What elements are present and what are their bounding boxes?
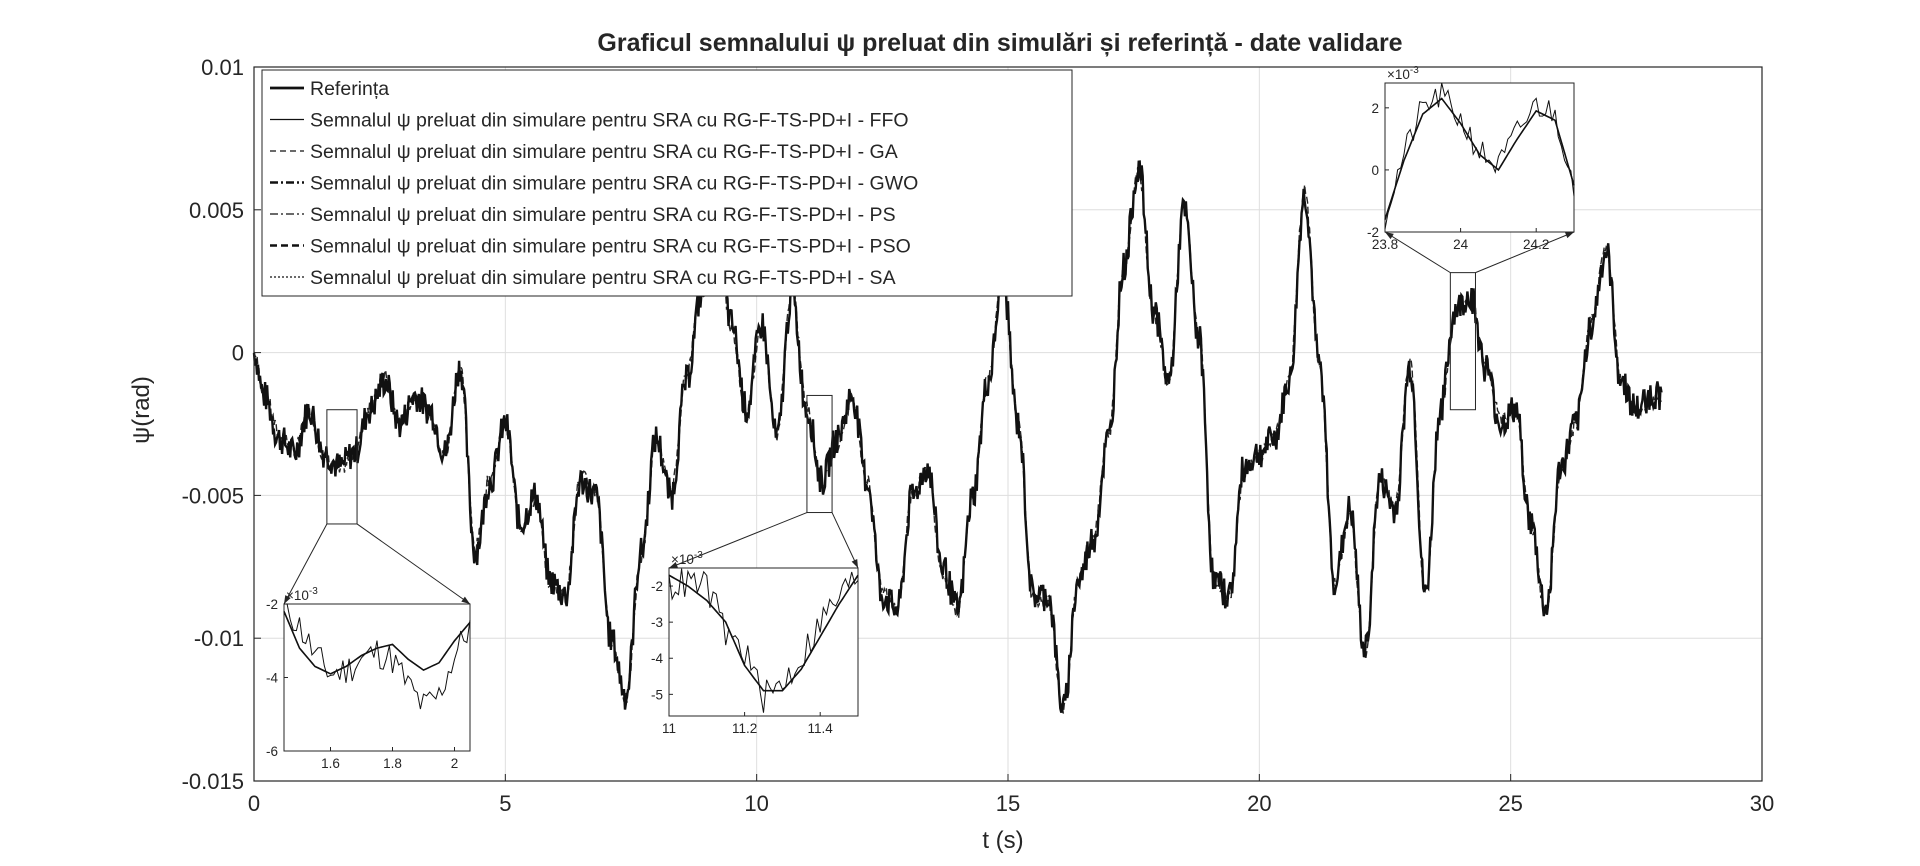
x-tick-label: 30 (1750, 791, 1774, 816)
inset-x-tick-label: 1.8 (383, 756, 402, 771)
inset-y-tick-label: -2 (651, 579, 663, 594)
inset-reference-line (1384, 82, 1575, 230)
simulated-signal-lines (253, 167, 1662, 714)
inset-y-tick-label: -2 (266, 597, 278, 612)
inset-y-tick-label: 0 (1371, 163, 1379, 178)
inset-x-tick-label: 24 (1453, 237, 1469, 252)
reference-signal-line (252, 160, 1663, 713)
legend: Referința Semnalul ψ preluat din simulare… (261, 69, 1073, 297)
zoom-source-rect (326, 409, 358, 525)
inset-y-tick-label: -4 (651, 651, 663, 666)
legend-entry: Semnalul ψ preluat din simulare pentru S… (310, 141, 898, 163)
zoom-arrow-head (284, 595, 291, 604)
inset-x-tick-label: 11.4 (808, 721, 834, 736)
inset-reference-line (668, 568, 859, 713)
legend-entry: Semnalul ψ preluat din simulare pentru S… (310, 267, 896, 289)
x-tick-label: 15 (996, 791, 1020, 816)
legend-box (261, 69, 1073, 297)
zoom-arrow-head (1565, 232, 1574, 239)
chart-title: Graficul semnalului ψ preluat din simulă… (597, 29, 1402, 57)
x-tick-label: 0 (248, 791, 260, 816)
x-tick-label: 10 (744, 791, 768, 816)
x-tick-label: 5 (499, 791, 511, 816)
zoom-connector-line (831, 512, 859, 569)
zoom-connector-line (668, 512, 808, 569)
zoom-connector-line (356, 523, 471, 605)
inset-exponent-power: -3 (1410, 65, 1419, 76)
inset-simulated-line-solid (1384, 97, 1575, 220)
y-tick-label: 0 (232, 341, 244, 366)
inset-y-tick-label: 2 (1371, 101, 1379, 116)
zoom-arrow-head (669, 561, 678, 568)
inset-plot: 23.8 24 24.220-2×10-3 (1367, 65, 1575, 411)
inset-y-tick-label: -5 (651, 687, 663, 702)
zoom-arrow-head (851, 559, 858, 568)
inset-exponent-power: -3 (309, 586, 318, 597)
inset-plot: 11 11.2 11.4-2-3-4-5×10-3 (651, 394, 859, 736)
inset-y-tick-label: -2 (1367, 225, 1379, 240)
zoom-arrow-head (461, 596, 470, 604)
inset-y-tick-label: -6 (266, 744, 278, 759)
x-axis-label: t (s) (982, 827, 1023, 854)
y-tick-label: -0.015 (182, 769, 244, 794)
zoom-connector-line (283, 523, 328, 605)
legend-entry: Referința (310, 78, 389, 100)
inset-exponent-power: -3 (694, 550, 703, 561)
x-tick-label: 25 (1498, 791, 1522, 816)
y-tick-label: -0.01 (194, 626, 244, 651)
zoom-source-rect (1449, 272, 1476, 411)
inset-simulated-line-solid (283, 611, 471, 675)
axes-frame (253, 66, 1763, 782)
inset-reference-line (284, 603, 471, 710)
inset-x-tick-label: 11 (662, 721, 676, 736)
inset-plot: 1.6 1.8 2-2-4-6×10-3 (266, 409, 471, 771)
inset-x-tick-label: 2 (451, 756, 459, 771)
x-tick-label: 20 (1247, 791, 1271, 816)
legend-entry: Semnalul ψ preluat din simulare pentru S… (310, 204, 896, 226)
zoom-connector-line (1384, 231, 1451, 274)
zoom-connector-line (1475, 231, 1575, 274)
legend-entry: Semnalul ψ preluat din simulare pentru S… (310, 110, 909, 132)
inset-y-tick-label: -4 (266, 671, 278, 686)
zoom-arrow-head (1385, 232, 1394, 240)
y-tick-label: -0.005 (182, 483, 244, 508)
inset-frame (283, 603, 471, 752)
inset-simulated-line-solid (668, 574, 859, 692)
inset-x-tick-label: 1.6 (321, 756, 340, 771)
inset-x-tick-label: 23.8 (1372, 237, 1398, 252)
inset-group: 1.6 1.8 2-2-4-6×10-311 11.2 11.4-2-3-4-5×10-… (266, 65, 1575, 771)
inset-x-tick-label: 24.2 (1523, 237, 1549, 252)
inset-x-tick-label: 11.2 (732, 721, 757, 736)
legend-entry: Semnalul ψ preluat din simulare pentru S… (310, 236, 911, 258)
y-axis-label: ψ(rad) (128, 376, 155, 444)
y-tick-label: 0.01 (201, 55, 244, 80)
inset-y-tick-label: -3 (651, 615, 663, 630)
zoom-source-rect (806, 394, 833, 514)
legend-entry: Semnalul ψ preluat din simulare pentru S… (310, 173, 918, 195)
y-tick-label: 0.005 (189, 198, 244, 223)
